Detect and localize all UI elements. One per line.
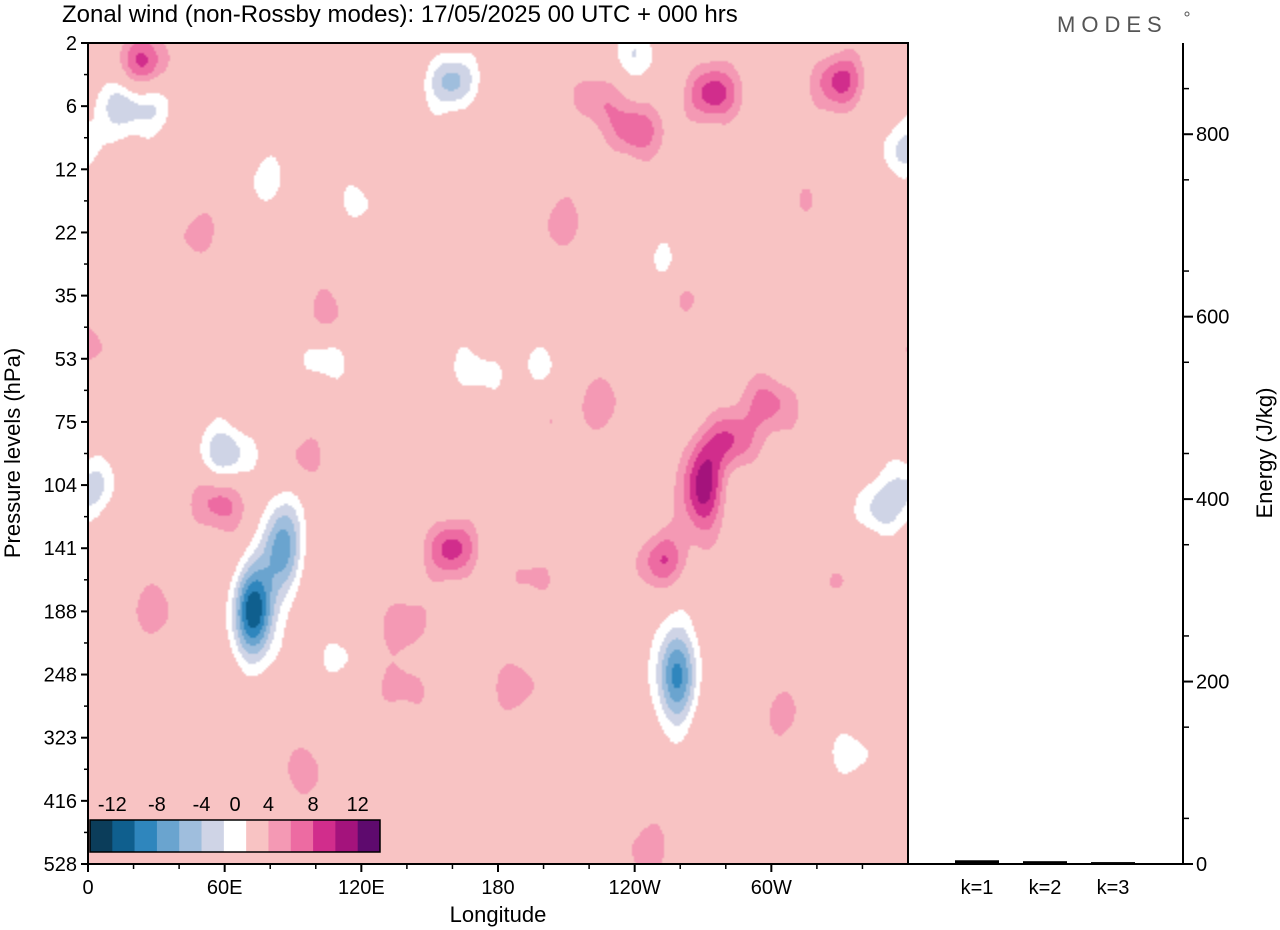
colorbar-swatch <box>179 820 202 852</box>
y-tick-label: 141 <box>44 538 77 560</box>
y-tick-label: 323 <box>44 728 77 750</box>
colorbar-swatch <box>201 820 225 852</box>
y-tick-label: 528 <box>44 854 77 876</box>
colorbar: -12 -8 -4 0 4 8 12 <box>89 794 381 853</box>
heatmap-field <box>88 43 908 864</box>
colorbar-swatch <box>156 820 180 852</box>
colorbar-label: -12 <box>98 794 127 816</box>
energy-category-label: k=1 <box>961 877 994 899</box>
y-axis-title: Pressure levels (hPa) <box>0 348 25 558</box>
energy-tick-label: 800 <box>1196 124 1229 146</box>
x-tick-label: 60E <box>207 877 243 899</box>
energy-category-label: k=2 <box>1029 877 1062 899</box>
energy-panel: 0 200 400 600 800 k=1 k=2 k=3 <box>955 87 1229 899</box>
colorbar-swatch <box>112 820 135 852</box>
colorbar-swatch <box>357 820 381 852</box>
colorbar-swatch <box>290 820 314 852</box>
colorbar-label: 0 <box>229 794 240 816</box>
colorbar-swatch <box>223 820 247 852</box>
colorbar-swatch <box>246 820 269 852</box>
energy-bar <box>1091 862 1135 864</box>
colorbar-label: 12 <box>347 794 369 816</box>
y-tick-label: 22 <box>55 222 77 244</box>
energy-tick-label: 400 <box>1196 489 1229 511</box>
y-tick-label: 104 <box>44 475 77 497</box>
colorbar-swatch <box>134 820 158 852</box>
modes-logo: MODES <box>1057 12 1168 37</box>
y-tick-label: 12 <box>55 159 77 181</box>
plot-frame <box>87 42 909 865</box>
y-tick-label: 6 <box>66 96 77 118</box>
x-axis-title: Longitude <box>450 902 547 927</box>
colorbar-label: 8 <box>308 794 319 816</box>
colorbar-label: 4 <box>263 794 274 816</box>
colorbar-swatch <box>335 820 358 852</box>
energy-bar <box>1023 861 1067 863</box>
y-tick-label: 35 <box>55 286 77 308</box>
colorbar-swatch <box>313 820 336 852</box>
y-tick-label: 53 <box>55 349 77 371</box>
x-tick-label: 60W <box>751 877 792 899</box>
x-tick-label: 120W <box>609 877 661 899</box>
pressure-axis: 2 6 12 22 35 53 75 104 141 188 248 323 416 528 <box>44 33 88 876</box>
colorbar-swatch <box>268 820 292 852</box>
colorbar-label: -8 <box>148 794 166 816</box>
x-tick-label: 180 <box>481 877 514 899</box>
colorbar-frame <box>89 819 381 853</box>
y-tick-label: 248 <box>44 665 77 687</box>
colorbar-swatch <box>90 820 113 852</box>
energy-tick-label: 600 <box>1196 307 1229 329</box>
colorbar-label: -4 <box>193 794 211 816</box>
energy-axis-title: Energy (J/kg) <box>1252 388 1277 519</box>
longitude-axis: 0 60E 120E 180 120W 60W <box>82 864 864 899</box>
energy-category-label: k=3 <box>1097 877 1130 899</box>
y-tick-label: 416 <box>44 791 77 813</box>
logo-registered-icon <box>1184 11 1190 17</box>
x-tick-label: 0 <box>82 877 93 899</box>
chart-title: Zonal wind (non-Rossby modes): 17/05/202… <box>62 1 738 28</box>
x-tick-label: 120E <box>338 877 385 899</box>
energy-bar <box>955 860 999 863</box>
energy-tick-label: 200 <box>1196 672 1229 694</box>
y-tick-label: 2 <box>66 33 77 55</box>
y-tick-label: 75 <box>55 412 77 434</box>
heatmap-plot <box>88 43 908 864</box>
y-tick-label: 188 <box>44 601 77 623</box>
energy-tick-label: 0 <box>1196 854 1207 876</box>
